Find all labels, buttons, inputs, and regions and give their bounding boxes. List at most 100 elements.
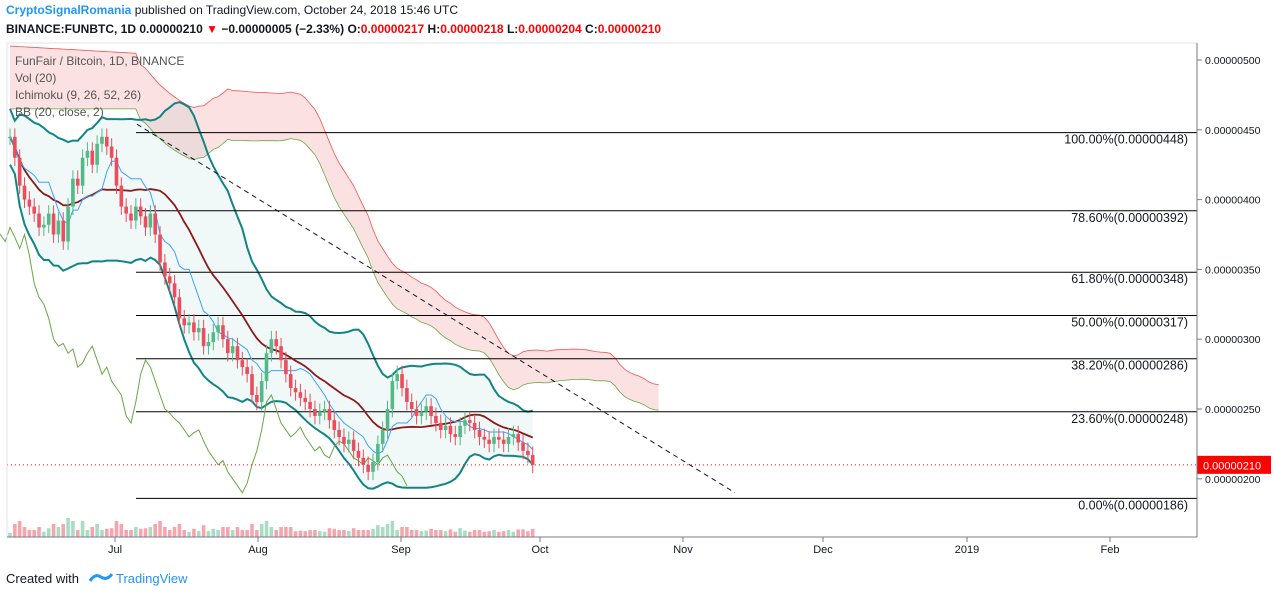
volume-bar bbox=[419, 531, 424, 537]
legend-title: FunFair / Bitcoin, 1D, BINANCE bbox=[15, 54, 185, 68]
y-axis-label: 0.00000450 bbox=[1205, 125, 1261, 137]
volume-bar bbox=[351, 528, 356, 537]
candle-body bbox=[497, 436, 501, 440]
candle-body bbox=[201, 328, 206, 347]
candle-body bbox=[327, 409, 332, 421]
publisher-link[interactable]: CryptoSignalRomania bbox=[6, 3, 132, 17]
candle-body bbox=[240, 360, 245, 368]
candle-body bbox=[226, 339, 230, 354]
volume-bar bbox=[458, 528, 462, 537]
fib-level-label: 23.60%(0.00000248) bbox=[1071, 412, 1188, 426]
volume-bar bbox=[303, 531, 308, 537]
volume-bar bbox=[463, 530, 467, 537]
candle-body bbox=[8, 136, 12, 139]
candle-body bbox=[516, 434, 520, 443]
volume-bar bbox=[17, 521, 22, 537]
volume-bar bbox=[521, 529, 525, 537]
volume-bar bbox=[448, 529, 453, 537]
volume-bar bbox=[95, 524, 99, 537]
volume-bar bbox=[506, 530, 511, 537]
candle-body bbox=[71, 178, 75, 207]
candle-body bbox=[288, 374, 293, 389]
volume-bar bbox=[187, 531, 191, 537]
close-value: 0.00000210 bbox=[597, 22, 662, 36]
candle-body bbox=[119, 185, 124, 207]
candle-body bbox=[56, 220, 61, 235]
volume-bar bbox=[274, 530, 278, 537]
volume-bar bbox=[443, 531, 448, 537]
bollinger-upper-line bbox=[9, 101, 533, 413]
fib-level-label: 61.80%(0.00000348) bbox=[1071, 272, 1188, 286]
candle-body bbox=[138, 206, 143, 217]
candle-body bbox=[443, 425, 448, 430]
volume-bar bbox=[337, 530, 341, 537]
volume-bar bbox=[172, 527, 177, 537]
candle-body bbox=[463, 420, 467, 426]
x-axis-label: Nov bbox=[673, 544, 693, 556]
candle-body bbox=[332, 420, 337, 430]
candle-body bbox=[521, 442, 525, 451]
fibonacci-levels: 100.00%(0.00000448) 78.60%(0.00000392) 61.… bbox=[136, 132, 1197, 512]
candle-body bbox=[42, 224, 46, 228]
close-label: C: bbox=[585, 22, 598, 36]
volume-bar bbox=[105, 528, 109, 537]
created-with-text: Created with bbox=[6, 571, 79, 586]
candle-body bbox=[482, 436, 487, 440]
candle-body bbox=[216, 325, 220, 333]
candle-body bbox=[347, 439, 351, 444]
volume-bar bbox=[284, 527, 288, 537]
y-axis-label: 0.00000250 bbox=[1205, 404, 1261, 416]
candle-body bbox=[250, 374, 254, 396]
fib-level-label: 50.00%(0.00000317) bbox=[1071, 315, 1188, 329]
volume-bar bbox=[71, 521, 75, 537]
volume-bar bbox=[511, 531, 516, 537]
tradingview-link[interactable]: TradingView bbox=[116, 571, 188, 586]
candle-body bbox=[245, 367, 249, 375]
candle-body bbox=[37, 213, 41, 228]
volume-bar bbox=[245, 530, 249, 537]
candle-body bbox=[308, 402, 312, 409]
candle-body bbox=[414, 409, 419, 416]
y-axis-label: 0.00000500 bbox=[1205, 55, 1261, 67]
y-axis-label: 0.00000300 bbox=[1205, 334, 1261, 346]
candle-body bbox=[530, 455, 535, 465]
candle-body bbox=[298, 392, 303, 398]
volume-bar bbox=[46, 528, 51, 537]
candle-body bbox=[90, 150, 95, 165]
x-axis-label: Dec bbox=[813, 544, 833, 556]
candle-body bbox=[230, 346, 235, 354]
high-value: 0.00000218 bbox=[440, 22, 504, 36]
x-axis-label: Jul bbox=[108, 544, 122, 556]
volume-bar bbox=[405, 527, 409, 537]
volume-bar bbox=[32, 530, 36, 537]
volume-bar bbox=[153, 524, 157, 537]
candle-body bbox=[80, 157, 85, 186]
volume-bar bbox=[196, 531, 201, 537]
legend-ichimoku: Ichimoku (9, 26, 52, 26) bbox=[15, 88, 142, 102]
tradingview-logo-icon[interactable] bbox=[88, 571, 113, 586]
legend-bollinger: BB (20, close, 2) bbox=[15, 105, 104, 119]
volume-bar bbox=[61, 524, 66, 537]
volume-bar bbox=[177, 524, 182, 537]
candle-body bbox=[17, 157, 22, 186]
volume-bar bbox=[366, 530, 370, 537]
candle-body bbox=[235, 346, 240, 361]
volume-bar bbox=[8, 533, 12, 537]
volume-bar bbox=[434, 530, 438, 537]
fib-level-label: 78.60%(0.00000392) bbox=[1071, 211, 1188, 225]
volume-bar bbox=[376, 525, 380, 537]
candle-body bbox=[337, 429, 341, 437]
volume-bar bbox=[356, 530, 361, 537]
volume-bar bbox=[424, 530, 429, 537]
volume-bar bbox=[279, 527, 283, 537]
volume-bar bbox=[317, 531, 322, 537]
y-axis-label: 0.00000350 bbox=[1205, 264, 1261, 276]
candle-body bbox=[429, 406, 433, 416]
candle-body bbox=[206, 341, 211, 347]
volume-bar bbox=[395, 530, 399, 537]
candle-body bbox=[405, 388, 409, 403]
tenkan-sen-line bbox=[9, 136, 534, 456]
down-arrow-icon: ▼ bbox=[206, 22, 218, 36]
volume-bar bbox=[13, 524, 17, 537]
